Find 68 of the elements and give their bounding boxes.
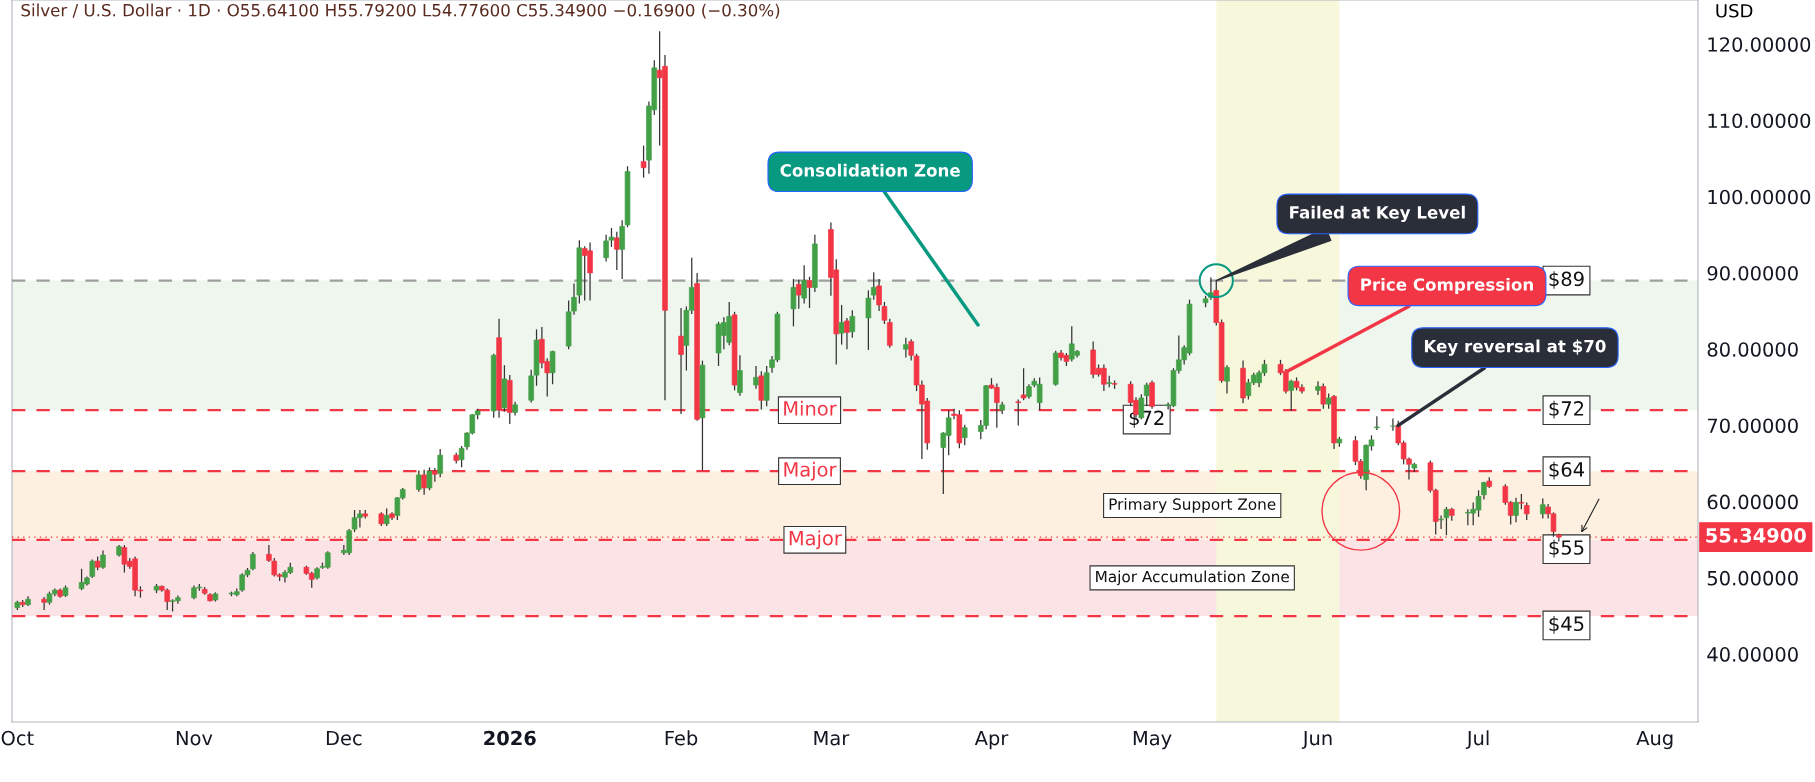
candlestick <box>801 264 807 305</box>
candlestick <box>1224 364 1230 395</box>
y-tick-label: 50.00000 <box>1707 570 1798 586</box>
chart-title: Silver / U.S. Dollar · 1D · O55.64100 H55.79200 L54.77600 C55.34900 −0.16900 (−0.30%) <box>21 3 780 19</box>
x-tick-label: Jul <box>1465 730 1489 749</box>
candlestick <box>614 231 620 271</box>
candlestick <box>961 424 968 446</box>
y-tick-label: 80.00000 <box>1707 342 1798 357</box>
candlestick <box>753 365 759 390</box>
candlestick <box>887 318 893 349</box>
ref-line-label: $64 <box>1549 461 1584 480</box>
candlestick <box>1020 367 1027 401</box>
candlestick <box>1245 378 1252 401</box>
annotation: Price Compression <box>1361 277 1533 295</box>
candlestick <box>865 289 872 351</box>
candlestick <box>1320 382 1327 410</box>
band-label: Primary Support Zone <box>1109 498 1276 513</box>
band-label: Major Accumulation Zone <box>1096 570 1289 586</box>
annotation: Major <box>784 461 837 481</box>
x-tick-label: Apr <box>974 730 1009 750</box>
y-tick-label: 70.00000 <box>1707 418 1798 434</box>
candlestick <box>41 596 47 611</box>
candlestick <box>870 271 877 301</box>
annotation: Failed at Key Level <box>1290 205 1465 223</box>
y-tick-label: 120.00000 <box>1708 37 1811 52</box>
candlestick <box>1513 497 1519 523</box>
y-tick-label: 40.00000 <box>1707 647 1798 662</box>
ref-line-label: $55 <box>1549 539 1584 558</box>
y-tick-label: 100.00000 <box>1708 189 1811 205</box>
annotation: Consolidation Zone <box>780 163 960 177</box>
y-tick-label: 90.00000 <box>1707 265 1798 281</box>
x-tick-label: Jun <box>1301 730 1332 749</box>
x-tick-label: Oct <box>1 730 34 746</box>
y-axis-title: USD <box>1716 3 1753 18</box>
candlestick <box>549 350 556 385</box>
ref-line-label: $89 <box>1549 271 1584 289</box>
candlestick <box>903 337 909 359</box>
x-tick-label: 2026 <box>484 730 536 746</box>
y-tick-label: 60.00000 <box>1707 494 1798 510</box>
candlestick <box>838 304 845 346</box>
x-tick-label: Nov <box>176 730 213 746</box>
x-tick-label: Mar <box>814 730 850 746</box>
candlestick <box>1288 379 1294 412</box>
candlestick <box>790 278 797 327</box>
candlestick <box>737 354 743 397</box>
annotation: Major <box>789 530 842 550</box>
candlestick <box>121 544 128 574</box>
ref-line-label: $45 <box>1549 616 1584 634</box>
candlestick <box>844 317 850 350</box>
candlestick <box>426 466 433 491</box>
x-tick-label: Aug <box>1636 730 1673 750</box>
candlestick <box>796 279 802 310</box>
candlestick <box>416 469 422 493</box>
x-tick-label: Dec <box>326 730 362 746</box>
x-tick-label: Feb <box>665 730 698 746</box>
annotation: Key reversal at $70 <box>1424 339 1606 356</box>
ref-line-label: 55.34900 <box>1706 528 1806 543</box>
candlestick <box>806 276 813 309</box>
candlestick <box>1540 497 1546 520</box>
candlestick <box>421 469 427 496</box>
annotation: Minor <box>784 400 837 416</box>
ref-line-label: $72 <box>1549 400 1584 419</box>
candlestick <box>1374 415 1380 431</box>
x-tick-label: May <box>1133 730 1172 750</box>
candlestick <box>100 549 106 570</box>
y-tick-label: 110.00000 <box>1708 113 1811 129</box>
candlestick <box>1315 380 1321 396</box>
candlestick <box>437 448 443 478</box>
